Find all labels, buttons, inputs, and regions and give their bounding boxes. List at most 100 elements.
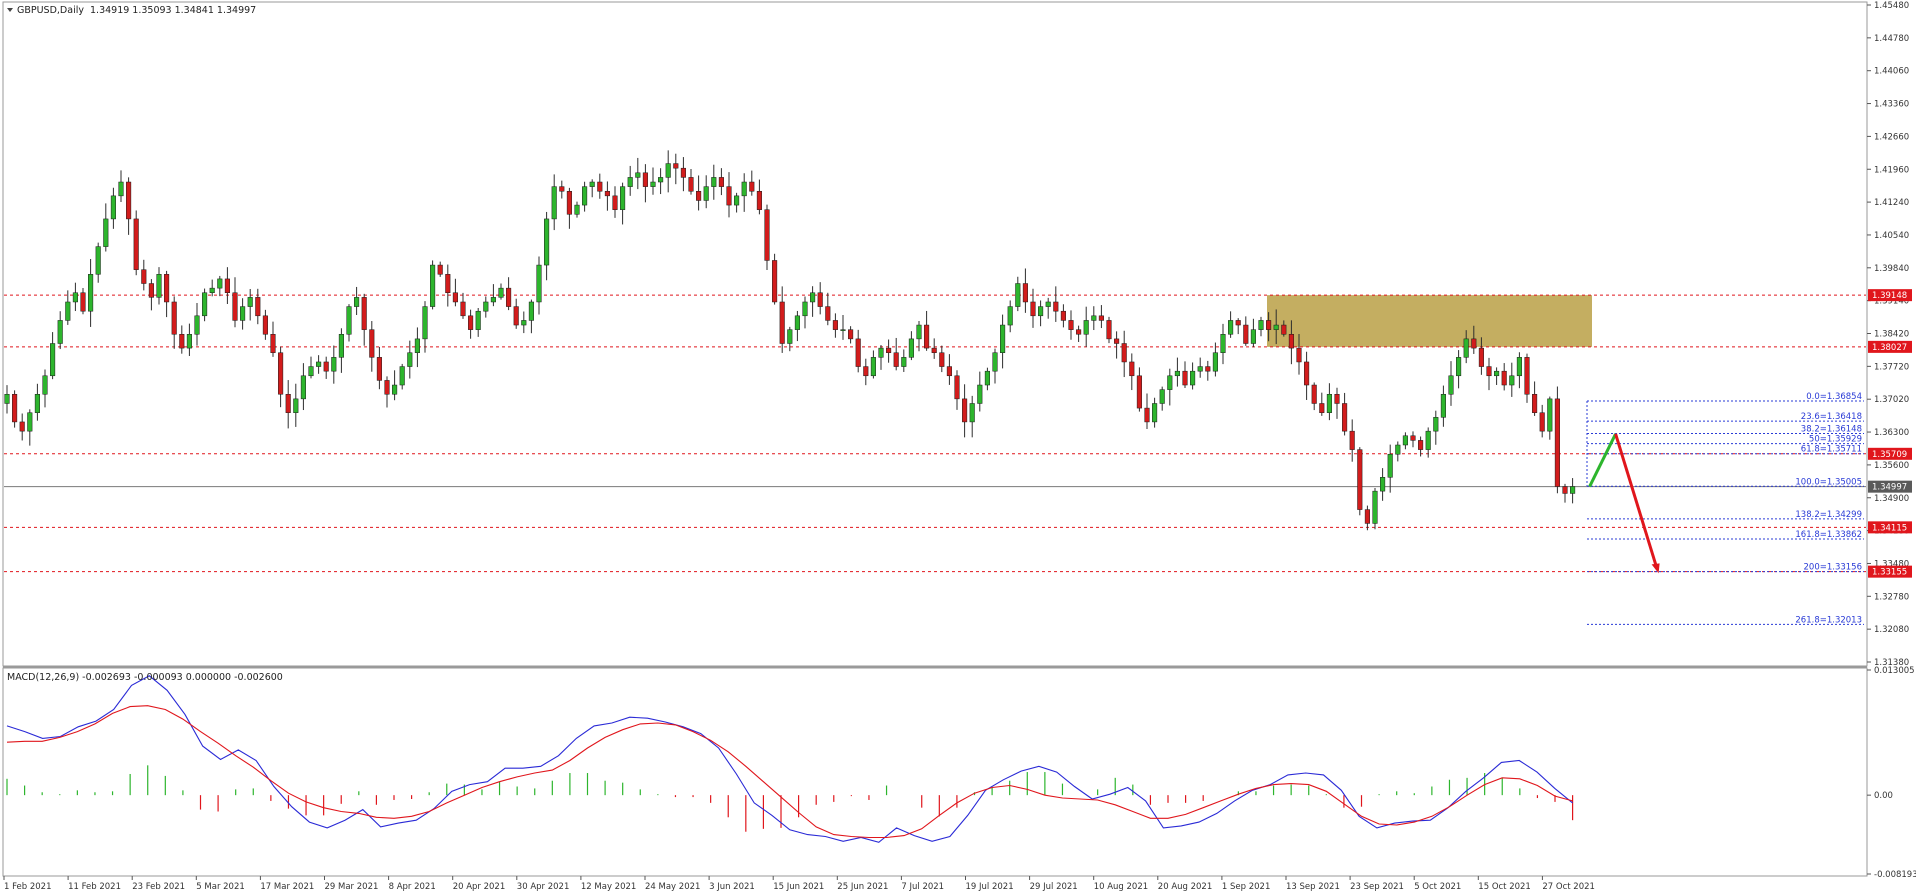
candle <box>323 356 329 379</box>
supply-zone[interactable] <box>1267 295 1592 347</box>
price-tick-label: 1.45480 <box>1874 1 1909 11</box>
candle <box>741 173 747 212</box>
candle <box>34 383 40 421</box>
price-tick-label: 1.34900 <box>1874 494 1909 504</box>
price-tag-5 <box>1868 565 1912 578</box>
candle <box>392 370 398 401</box>
candle <box>969 395 975 438</box>
candle <box>209 279 215 297</box>
fib-label-4: 61.8=1.35711 <box>1801 445 1862 455</box>
candle <box>984 367 990 391</box>
candle <box>582 181 588 212</box>
candle <box>1243 316 1249 346</box>
candle <box>1311 382 1317 411</box>
candle <box>810 286 816 317</box>
fib-label-3: 50=1.35929 <box>1809 435 1862 445</box>
macd-axis[interactable]: 0.013005 0.00 -0.008193 <box>1867 666 1916 880</box>
candle <box>1121 330 1127 378</box>
candle <box>361 293 367 346</box>
candle <box>1509 362 1515 397</box>
candle <box>1212 342 1218 377</box>
candle <box>224 267 230 305</box>
fib-label-2: 38.2=1.36148 <box>1801 425 1862 435</box>
price-tick-label: 1.33480 <box>1874 559 1909 569</box>
date-tick-label: 13 Sep 2021 <box>1286 882 1340 892</box>
symbol-dropdown-icon[interactable] <box>7 8 13 12</box>
price-tag-2 <box>1868 447 1912 460</box>
candle <box>1060 304 1066 328</box>
candle <box>1045 297 1051 319</box>
price-tick-label: 1.32080 <box>1874 625 1909 635</box>
price-tick-label: 1.37020 <box>1874 395 1909 405</box>
price-tick-label: 1.35600 <box>1874 461 1909 471</box>
candle <box>95 242 101 283</box>
candle <box>1326 383 1332 421</box>
candle <box>1425 427 1431 458</box>
candle <box>1258 316 1264 337</box>
candle <box>916 320 922 352</box>
candle <box>1410 431 1416 448</box>
candle <box>498 283 504 300</box>
candle <box>992 348 998 384</box>
candle <box>4 385 10 414</box>
candle <box>186 323 192 356</box>
candle <box>156 267 162 305</box>
candle <box>376 346 382 390</box>
candle <box>1539 404 1545 438</box>
candle <box>148 279 154 311</box>
candle <box>696 175 702 211</box>
price-tick-label: 1.32780 <box>1874 592 1909 602</box>
candle <box>194 303 200 346</box>
price-tick-label: 1.39840 <box>1874 264 1909 274</box>
candle <box>316 355 322 374</box>
candle <box>437 261 443 277</box>
candle <box>802 296 808 329</box>
date-tick-label: 3 Jun 2021 <box>709 882 755 892</box>
date-tick-label: 8 Apr 2021 <box>389 882 436 892</box>
candle <box>384 376 390 408</box>
candle <box>544 211 550 281</box>
candle <box>490 284 496 307</box>
candle <box>1098 305 1104 329</box>
fib-label-5: 100.0=1.35005 <box>1795 477 1862 487</box>
candle <box>19 413 25 441</box>
candle <box>1357 447 1363 516</box>
candle <box>1387 444 1393 493</box>
date-tick-label: 20 Aug 2021 <box>1158 882 1212 892</box>
candle <box>1433 410 1439 445</box>
candle <box>1478 337 1484 375</box>
candle <box>711 164 717 200</box>
fib-label-6: 138.2=1.34299 <box>1795 510 1862 520</box>
fib-label-8: 200=1.33156 <box>1804 563 1863 573</box>
candle <box>703 175 709 209</box>
candle <box>528 299 534 334</box>
fib-label-7: 161.8=1.33862 <box>1795 530 1862 540</box>
candle <box>1402 432 1408 450</box>
candle <box>1471 325 1477 354</box>
candle <box>1174 357 1180 387</box>
price-axis[interactable]: 1.45480 1.44780 1.44060 1.43360 1.42660 1.419… <box>1867 1 1909 668</box>
candle <box>665 150 671 193</box>
target-arrow[interactable] <box>1614 433 1659 568</box>
candle <box>1547 396 1553 440</box>
date-tick-label: 20 Apr 2021 <box>453 882 506 892</box>
fib-label-0: 0.0=1.36854 <box>1806 392 1862 402</box>
candle <box>536 256 542 315</box>
price-tick-label: 1.43360 <box>1874 100 1909 110</box>
candle <box>240 298 246 330</box>
candle <box>817 282 823 315</box>
candle <box>1114 331 1120 359</box>
date-tick-label: 27 Oct 2021 <box>1542 882 1595 892</box>
candle <box>794 310 800 342</box>
candle <box>164 270 170 318</box>
candle <box>962 384 968 438</box>
candle <box>430 260 436 310</box>
retrace-arrow[interactable] <box>1588 433 1617 488</box>
candle <box>1190 362 1196 390</box>
price-tick-label: 1.44780 <box>1874 34 1909 44</box>
candle <box>1440 385 1446 427</box>
price-tick-label: 1.39140 <box>1874 297 1909 307</box>
candle <box>422 301 428 353</box>
date-axis[interactable]: 1 Feb 2021 11 Feb 2021 23 Feb 2021 5 Mar 20… <box>3 876 1595 892</box>
